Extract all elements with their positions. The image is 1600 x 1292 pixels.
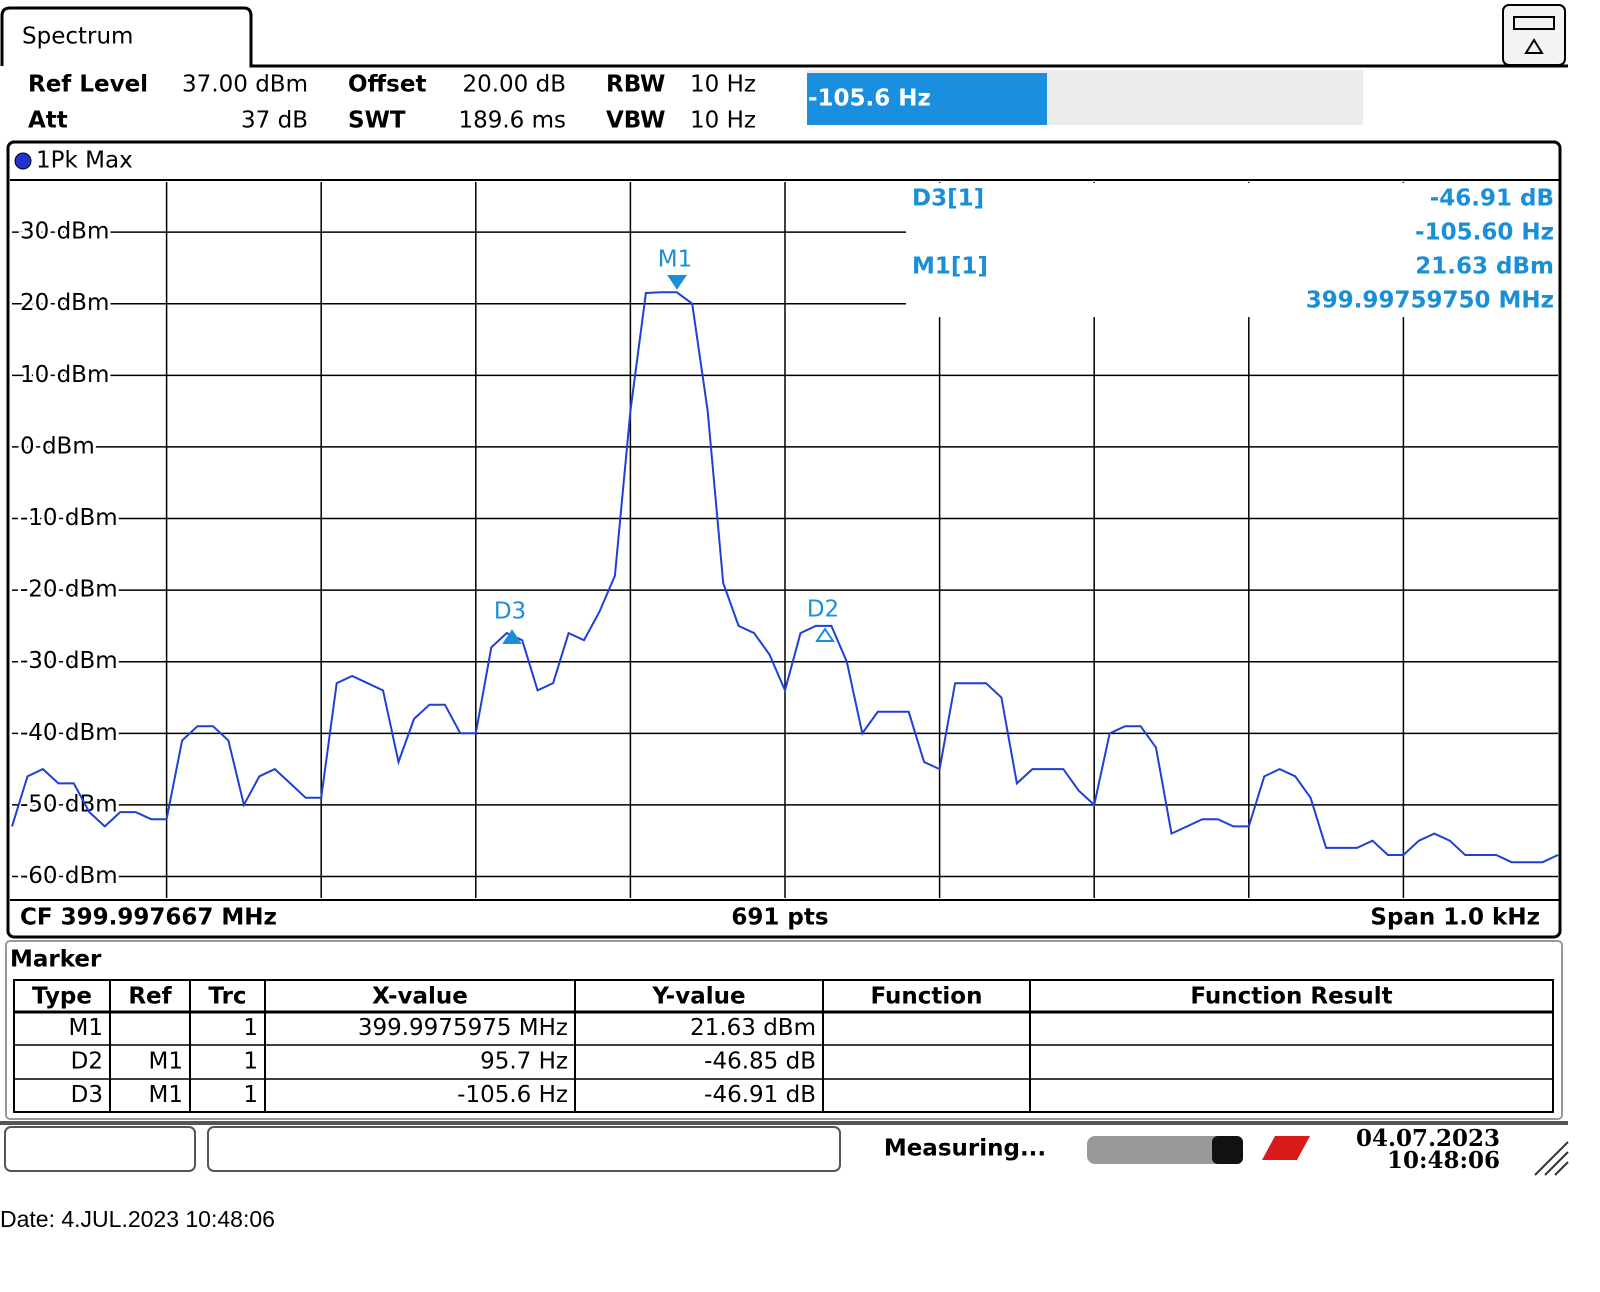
window-button[interactable] (1502, 4, 1566, 66)
y-tick-label: -10 dBm (20, 505, 118, 531)
setting-label: RBW (606, 72, 665, 98)
setting-value: 10 Hz (690, 72, 756, 98)
column-header: X-value (372, 984, 468, 1010)
status-text: Measuring... (884, 1136, 1046, 1162)
column-header: Function (870, 984, 982, 1010)
center-frequency: CF 399.997667 MHz (20, 905, 277, 931)
cell: -46.85 dB (704, 1049, 816, 1075)
tab-frame (0, 6, 1568, 68)
marker-info-value: -46.91 dB (1430, 186, 1554, 212)
cell: D3 (71, 1082, 103, 1108)
setting-label: SWT (348, 108, 406, 134)
y-tick-label: -60 dBm (20, 863, 118, 889)
marker-label: M1 (658, 247, 692, 273)
trace (11, 291, 1559, 864)
progress-bar (1087, 1136, 1243, 1164)
trace-label: 1Pk Max (36, 148, 133, 174)
marker-label: D2 (807, 597, 839, 623)
points: 691 pts (731, 905, 828, 931)
plot-frame (6, 140, 1562, 939)
marker-info-box (906, 183, 1558, 317)
column-header: Trc (208, 984, 246, 1010)
setting-value: 10 Hz (690, 108, 756, 134)
cell: 1 (243, 1049, 258, 1075)
y-tick-label: -40 dBm (20, 720, 118, 746)
cell: 1 (243, 1015, 258, 1041)
logo (1262, 1136, 1310, 1160)
span: Span 1.0 kHz (1370, 905, 1540, 931)
separator (0, 1121, 1568, 1125)
trace-icon (14, 152, 32, 170)
y-tick-label: -30 dBm (20, 648, 118, 674)
icon (1513, 16, 1555, 30)
cell: D2 (71, 1049, 103, 1075)
setting-value: 37.00 dBm (182, 72, 308, 98)
status-time: 10:48:06 (1387, 1147, 1500, 1174)
cell: -46.91 dB (704, 1082, 816, 1108)
column-header: Ref (128, 984, 172, 1010)
cell: 21.63 dBm (690, 1015, 816, 1041)
tab-title: Spectrum (22, 24, 133, 50)
cell: 399.9975975 MHz (358, 1015, 568, 1041)
cell: M1 (149, 1049, 183, 1075)
marker-symbol (815, 627, 835, 642)
marker-symbol (667, 275, 687, 290)
marker-info-value: 399.99759750 MHz (1306, 288, 1554, 314)
cell: M1 (149, 1082, 183, 1108)
table (13, 979, 1554, 1113)
date-line: Date: 4.JUL.2023 10:48:06 (0, 1206, 275, 1232)
status-date: 04.07.2023 (1356, 1125, 1500, 1152)
cell: 95.7 Hz (480, 1049, 568, 1075)
y-tick-label: -50 dBm (20, 791, 118, 817)
setting-label: Att (28, 108, 68, 134)
marker-panel (5, 940, 1563, 1120)
marker-info-name: M1[1] (912, 254, 988, 280)
setting-value: 20.00 dB (462, 72, 566, 98)
icon (1524, 38, 1544, 54)
softkey[interactable] (4, 1126, 196, 1172)
marker-info-value: -105.60 Hz (1415, 220, 1554, 246)
column-header: Function Result (1190, 984, 1392, 1010)
y-tick-label: 10 dBm (20, 362, 109, 388)
cell: -105.6 Hz (457, 1082, 568, 1108)
cell: 1 (243, 1082, 258, 1108)
y-tick-label: 30 dBm (20, 219, 109, 245)
setting-value: 37 dB (241, 108, 308, 134)
column-header: Y-value (651, 984, 745, 1010)
marker-label: D3 (494, 599, 526, 625)
highlight-box (807, 73, 1047, 125)
setting-label: VBW (606, 108, 665, 134)
marker-info-name: D3[1] (912, 186, 984, 212)
highlight-value: -105.6 Hz (808, 86, 931, 112)
setting-label: Offset (348, 72, 426, 98)
y-tick-label: 20 dBm (20, 290, 109, 316)
y-tick-label: 0 dBm (20, 433, 95, 459)
cell: M1 (69, 1015, 103, 1041)
softkey[interactable] (207, 1126, 841, 1172)
y-tick-label: -20 dBm (20, 577, 118, 603)
column-header: Type (32, 984, 92, 1010)
marker-symbol (502, 629, 522, 644)
marker-title: Marker (10, 947, 102, 973)
setting-label: Ref Level (28, 72, 148, 98)
marker-info-value: 21.63 dBm (1415, 254, 1554, 280)
grip (1534, 1141, 1569, 1176)
setting-value: 189.6 ms (458, 108, 566, 134)
